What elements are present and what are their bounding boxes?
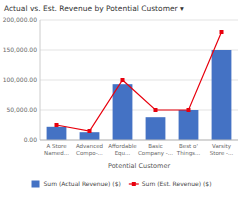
- title: Actual vs. Est. Revenue by Potential Cus…: [4, 4, 184, 13]
- bar: [80, 132, 100, 140]
- marker: [154, 108, 158, 112]
- plot-area: [47, 30, 232, 140]
- marker: [187, 108, 191, 112]
- y-tick-label: 200,000.00: [3, 16, 38, 23]
- line: [57, 32, 222, 131]
- legend-swatch: [32, 181, 40, 188]
- legend: Sum (Actual Revenue) ($) Sum (Est. Revenu…: [32, 180, 212, 188]
- bar: [179, 110, 199, 140]
- x-tick-label: VarsityStore -...: [210, 143, 234, 156]
- x-tick-label: Best o'Things...: [176, 143, 201, 157]
- y-axis: [40, 20, 41, 140]
- y-tick-label: 100,000.00: [3, 76, 38, 83]
- legend-item: Sum (Est. Revenue) ($): [129, 180, 212, 187]
- marker: [121, 78, 125, 82]
- y-tick-label: 150,000.00: [3, 46, 38, 53]
- legend-label: Sum (Est. Revenue) ($): [142, 180, 212, 187]
- grid-line: [40, 20, 238, 21]
- legend-label: Sum (Actual Revenue) ($): [44, 180, 121, 187]
- x-tick-label: A StoreNamed...: [44, 143, 69, 156]
- y-tick-label: 50,000.00: [6, 106, 37, 113]
- y-tick-label: 0.00: [24, 136, 38, 143]
- x-tick-label: BasicCompany -...: [138, 143, 173, 157]
- marker: [88, 129, 92, 133]
- grid-line: [40, 110, 238, 111]
- x-tick-label: AffordableEqu...: [108, 143, 137, 157]
- bar: [212, 50, 232, 140]
- marker: [220, 30, 224, 34]
- x-axis: [40, 140, 238, 141]
- bar: [47, 127, 67, 140]
- x-axis-label: Potential Customer: [108, 162, 170, 170]
- x-tick-label: AdvancedCompo-...: [76, 143, 103, 157]
- chart: Actual vs. Est. Revenue by Potential Cus…: [0, 0, 242, 209]
- legend-item: Sum (Actual Revenue) ($): [32, 180, 121, 188]
- marker: [55, 123, 59, 127]
- grid-line: [40, 80, 238, 81]
- legend-marker: [132, 182, 136, 186]
- bar: [146, 117, 166, 140]
- bar: [113, 84, 133, 140]
- grid-line: [40, 140, 238, 141]
- grid-line: [40, 50, 238, 51]
